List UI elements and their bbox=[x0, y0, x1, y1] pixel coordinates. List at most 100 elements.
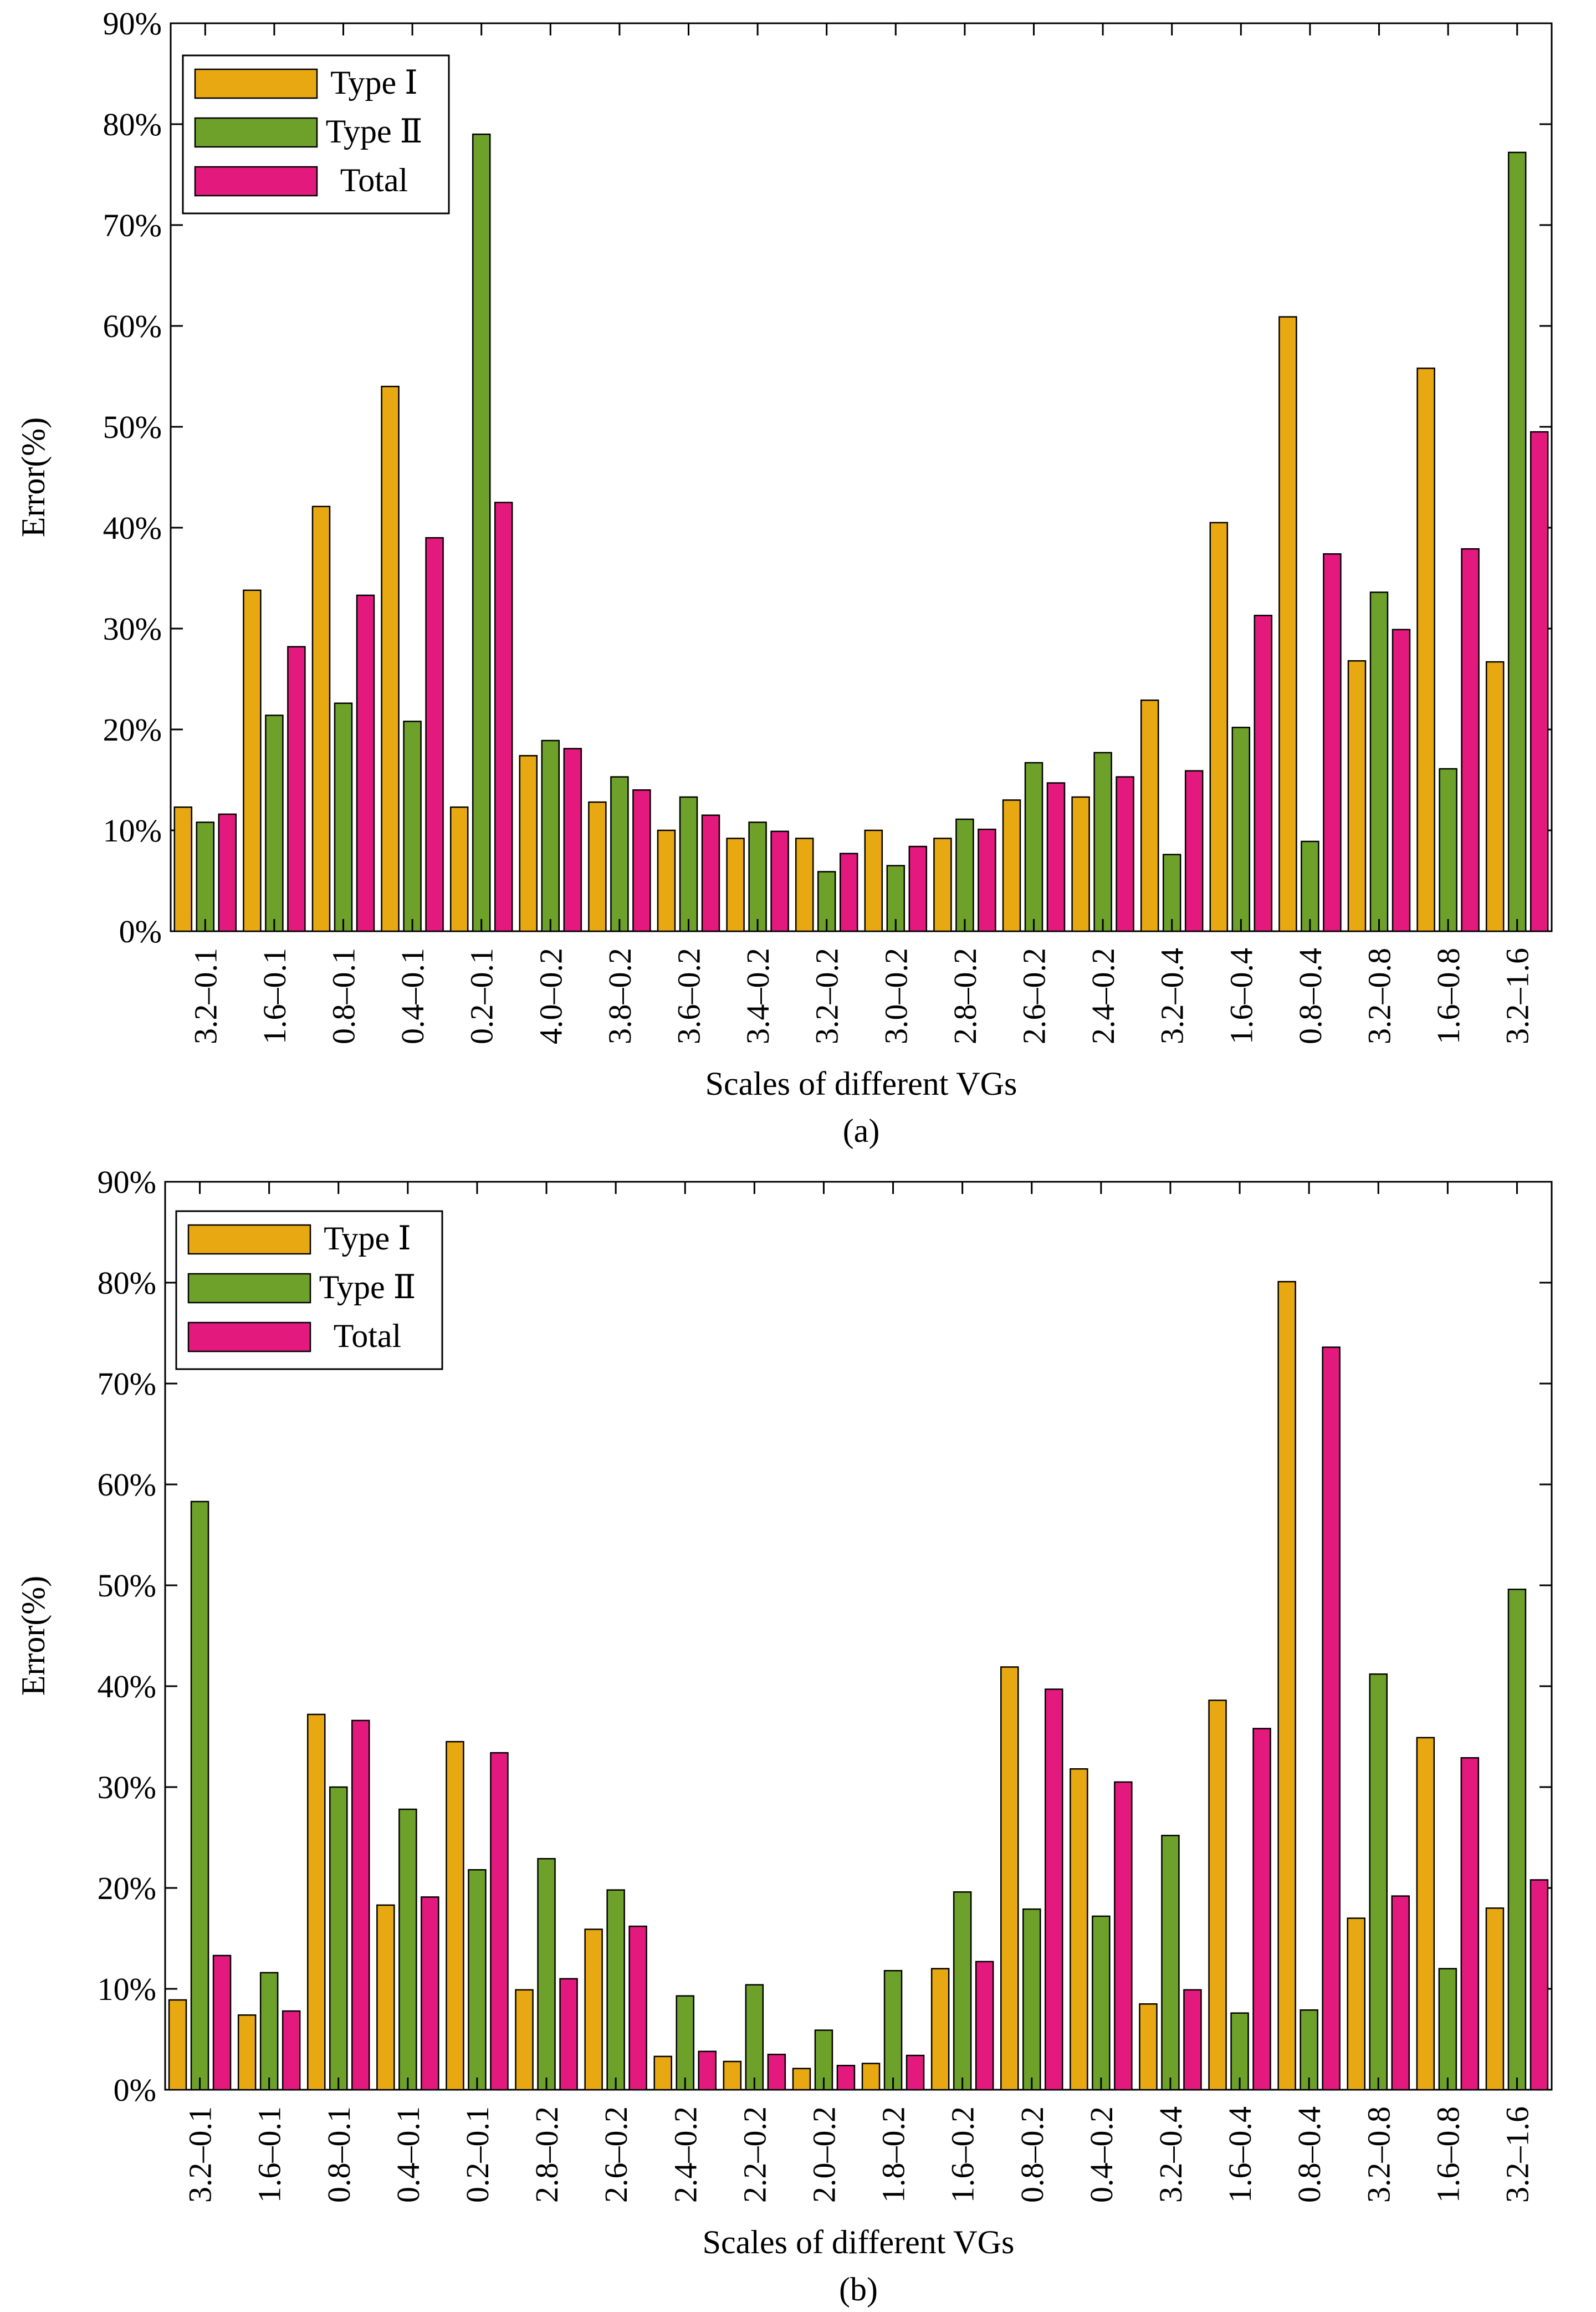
x-tick-label: 3.0–0.2 bbox=[878, 948, 914, 1044]
x-tick-label: 3.2–1.6 bbox=[1500, 948, 1536, 1044]
y-tick-label: 90% bbox=[103, 6, 162, 42]
y-tick-label: 90% bbox=[98, 1164, 156, 1200]
x-tick-label: 2.2–0.2 bbox=[736, 2106, 773, 2203]
bar-total-4 bbox=[490, 1752, 509, 2091]
y-tick-label: 0% bbox=[119, 913, 162, 950]
x-tick-label: 3.4–0.2 bbox=[740, 948, 776, 1044]
bar-type-ⅰ-7 bbox=[657, 829, 676, 932]
bar-type-ⅱ-8 bbox=[745, 1984, 764, 2091]
bar-total-0 bbox=[212, 1954, 232, 2091]
x-tick-label: 4.0–0.2 bbox=[533, 948, 569, 1044]
legend-swatch bbox=[194, 166, 318, 197]
bar-type-ⅰ-10 bbox=[864, 829, 883, 932]
bar-type-ⅱ-18 bbox=[1438, 1968, 1457, 2091]
y-tick-label: 10% bbox=[103, 813, 162, 849]
x-tick-label: 0.8–0.2 bbox=[1014, 2106, 1050, 2203]
legend-label: Type Ⅰ bbox=[324, 1220, 411, 1257]
bar-type-ⅱ-19 bbox=[1507, 151, 1527, 932]
bar-total-19 bbox=[1530, 431, 1549, 932]
bar-total-2 bbox=[356, 594, 375, 932]
bar-type-ⅱ-16 bbox=[1300, 2009, 1318, 2091]
x-tick-label: 3.2–0.2 bbox=[809, 948, 845, 1044]
bar-type-ⅰ-14 bbox=[1140, 699, 1159, 932]
y-tick-label: 30% bbox=[98, 1769, 156, 1805]
bar-type-ⅰ-5 bbox=[519, 755, 538, 932]
bar-type-ⅰ-8 bbox=[726, 838, 745, 932]
bar-total-16 bbox=[1323, 553, 1342, 932]
bar-type-ⅱ-14 bbox=[1161, 1835, 1180, 2091]
x-tick-label: 0.4–0.2 bbox=[1083, 2106, 1119, 2203]
y-tick-label: 20% bbox=[98, 1870, 156, 1906]
chart-panel-b: 0% 10% 20% 30% 40% 50% 60% 70% 80% 90% 3.2–0.1 1.6–… bbox=[15, 1164, 1553, 2308]
y-tick-label: 80% bbox=[103, 106, 162, 142]
x-tick-label: 0.8–0.1 bbox=[321, 2106, 357, 2203]
bar-total-10 bbox=[908, 845, 928, 932]
bar-type-ⅱ-6 bbox=[606, 1889, 625, 2091]
y-tick-label: 60% bbox=[98, 1467, 156, 1503]
bar-total-10 bbox=[906, 2054, 925, 2091]
bar-total-1 bbox=[282, 2010, 301, 2091]
y-tick-label: 70% bbox=[103, 207, 162, 243]
bar-total-17 bbox=[1392, 629, 1411, 932]
bar-total-8 bbox=[767, 2054, 786, 2091]
bar-type-ⅱ-1 bbox=[259, 1972, 279, 2091]
x-tick-label: 0.4–0.1 bbox=[390, 2106, 426, 2203]
bar-total-1 bbox=[287, 646, 306, 932]
bar-total-3 bbox=[425, 537, 444, 932]
bar-type-ⅰ-12 bbox=[1002, 799, 1021, 932]
bar-type-ⅰ-13 bbox=[1071, 796, 1090, 932]
panel-caption: (a) bbox=[843, 1112, 880, 1149]
bar-total-6 bbox=[628, 1925, 647, 2091]
bar-type-ⅱ-17 bbox=[1369, 591, 1389, 932]
bar-type-ⅱ-4 bbox=[468, 1869, 487, 2091]
bar-type-ⅰ-11 bbox=[930, 1968, 950, 2091]
bar-total-13 bbox=[1114, 1781, 1133, 2091]
bar-type-ⅰ-8 bbox=[723, 2060, 742, 2091]
bar-type-ⅰ-13 bbox=[1070, 1768, 1088, 2091]
bar-total-12 bbox=[1046, 782, 1066, 932]
bar-type-ⅱ-10 bbox=[883, 1969, 903, 2091]
plot-frame bbox=[170, 22, 1553, 932]
bar-total-13 bbox=[1116, 776, 1134, 932]
bar-total-2 bbox=[351, 1719, 370, 2091]
bar-type-ⅰ-7 bbox=[653, 2055, 672, 2091]
bar-total-18 bbox=[1460, 1757, 1480, 2091]
bar-type-ⅱ-6 bbox=[610, 776, 629, 932]
x-tick-label: 0.2–0.1 bbox=[464, 948, 500, 1044]
legend-swatch bbox=[194, 117, 318, 148]
x-tick-label: 2.4–0.2 bbox=[667, 2106, 703, 2203]
legend-label: Type Ⅱ bbox=[326, 113, 423, 150]
y-tick-label: 60% bbox=[103, 308, 162, 344]
bar-type-ⅰ-15 bbox=[1208, 1699, 1227, 2091]
x-tick-label: 1.6–0.1 bbox=[257, 948, 293, 1044]
bar-type-ⅰ-10 bbox=[861, 2063, 881, 2091]
bar-type-ⅱ-3 bbox=[403, 721, 422, 932]
y-tick-label: 40% bbox=[103, 510, 162, 546]
legend-label: Total bbox=[334, 1318, 401, 1354]
bar-type-ⅰ-6 bbox=[588, 801, 607, 932]
bar-type-ⅱ-15 bbox=[1231, 727, 1251, 932]
bar-type-ⅰ-14 bbox=[1139, 2003, 1158, 2091]
bar-type-ⅱ-2 bbox=[334, 702, 353, 932]
legend-label: Total bbox=[340, 162, 408, 198]
bar-total-11 bbox=[975, 1961, 994, 2091]
bar-type-ⅰ-0 bbox=[168, 1999, 187, 2091]
x-tick-label: 2.8–0.2 bbox=[947, 948, 983, 1044]
legend-label: Type Ⅱ bbox=[319, 1269, 416, 1305]
bar-type-ⅰ-12 bbox=[1000, 1666, 1019, 2091]
y-tick-label: 80% bbox=[98, 1265, 156, 1301]
y-tick-label: 10% bbox=[98, 1971, 156, 2007]
bar-type-ⅱ-19 bbox=[1507, 1589, 1527, 2091]
x-tick-label: 1.6–0.1 bbox=[252, 2106, 288, 2203]
x-tick-label: 3.6–0.2 bbox=[671, 948, 707, 1044]
bar-type-ⅰ-9 bbox=[792, 2068, 811, 2091]
bar-type-ⅱ-11 bbox=[953, 1891, 972, 2091]
x-tick-label: 2.8–0.2 bbox=[529, 2106, 565, 2203]
bar-type-ⅱ-13 bbox=[1092, 1915, 1111, 2091]
bar-type-ⅰ-6 bbox=[584, 1928, 603, 2091]
x-tick-label: 3.2–0.4 bbox=[1153, 2106, 1189, 2203]
bar-total-18 bbox=[1461, 548, 1480, 932]
bar-type-ⅱ-0 bbox=[190, 1500, 209, 2091]
bar-total-0 bbox=[218, 813, 237, 932]
bar-type-ⅱ-4 bbox=[472, 133, 491, 932]
